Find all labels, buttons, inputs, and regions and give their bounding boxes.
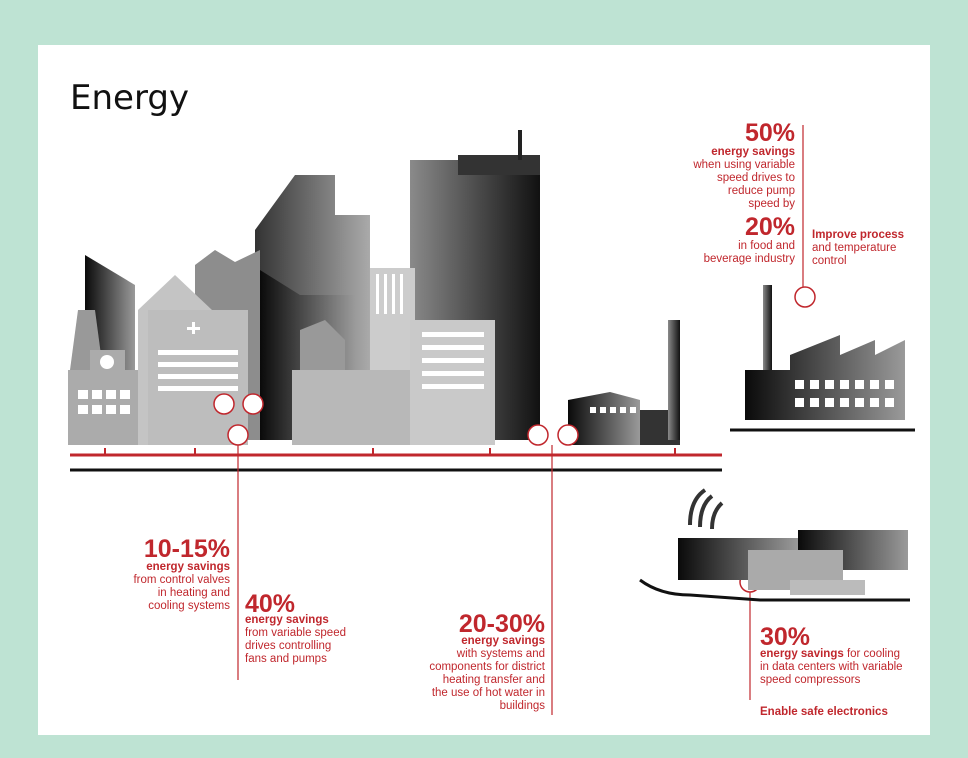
line: when using variable: [693, 159, 795, 172]
line: drives controlling: [245, 640, 331, 653]
line: beverage industry: [704, 253, 795, 266]
line: and temperature: [812, 242, 896, 255]
subhead: energy savings: [146, 561, 230, 574]
line: in data centers with variable: [760, 661, 903, 674]
line: from control valves: [133, 574, 230, 587]
title: Energy: [70, 78, 189, 118]
page: {"title": "Energy", "callouts": [ {"head…: [0, 0, 968, 758]
line: speed compressors: [760, 674, 860, 687]
line: for cooling: [847, 648, 900, 660]
line: energy savings for cooling: [760, 648, 900, 661]
subhead: energy savings: [711, 146, 795, 159]
line: in food and: [738, 240, 795, 253]
line: fans and pumps: [245, 653, 327, 666]
subhead: energy savings: [245, 614, 329, 627]
headline: 30%: [760, 624, 810, 650]
line: from variable speed: [245, 627, 346, 640]
headline: 10-15%: [144, 536, 230, 562]
subhead: Enable safe electronics: [760, 706, 888, 719]
headline: 20-30%: [459, 611, 545, 637]
line: control: [812, 255, 847, 268]
line: speed drives to: [717, 172, 795, 185]
line: cooling systems: [148, 600, 230, 613]
line: in heating and: [158, 587, 230, 600]
subhead: energy savings: [461, 635, 545, 648]
line: reduce pump: [728, 185, 795, 198]
line: buildings: [500, 700, 545, 713]
line: heating transfer and: [443, 674, 545, 687]
line: the use of hot water in: [432, 687, 545, 700]
headline: 50%: [745, 120, 795, 146]
line: speed by: [748, 198, 795, 211]
line: with systems and: [457, 648, 545, 661]
subhead: Improve process: [812, 229, 904, 242]
headline: 20%: [745, 214, 795, 240]
line: components for district: [429, 661, 545, 674]
subhead: energy savings: [760, 648, 844, 660]
